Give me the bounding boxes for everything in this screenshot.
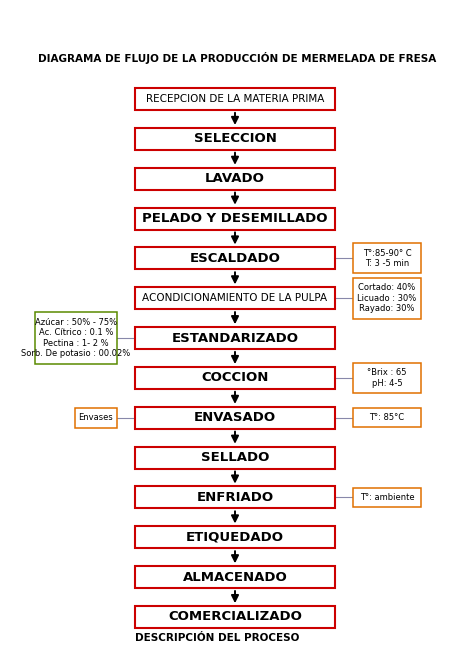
FancyBboxPatch shape — [135, 407, 335, 429]
Text: ACONDICIONAMIENTO DE LA PULPA: ACONDICIONAMIENTO DE LA PULPA — [143, 293, 328, 304]
FancyBboxPatch shape — [135, 128, 335, 150]
FancyBboxPatch shape — [135, 566, 335, 588]
Text: SELECCION: SELECCION — [193, 133, 276, 145]
FancyBboxPatch shape — [135, 447, 335, 468]
Text: Envases: Envases — [79, 413, 113, 422]
FancyBboxPatch shape — [35, 312, 117, 364]
FancyBboxPatch shape — [353, 408, 421, 427]
FancyBboxPatch shape — [135, 527, 335, 548]
FancyBboxPatch shape — [353, 488, 421, 507]
Text: ESCALDADO: ESCALDADO — [190, 252, 281, 265]
Text: ENFRIADO: ENFRIADO — [196, 491, 273, 504]
FancyBboxPatch shape — [135, 287, 335, 310]
FancyBboxPatch shape — [135, 88, 335, 110]
FancyBboxPatch shape — [353, 243, 421, 273]
FancyBboxPatch shape — [135, 327, 335, 349]
Text: DESCRIPCIÓN DEL PROCESO: DESCRIPCIÓN DEL PROCESO — [135, 633, 300, 643]
FancyBboxPatch shape — [135, 486, 335, 509]
FancyBboxPatch shape — [75, 408, 117, 427]
FancyBboxPatch shape — [135, 168, 335, 190]
Text: COCCION: COCCION — [201, 371, 269, 385]
Text: DIAGRAMA DE FLUJO DE LA PRODUCCIÓN DE MERMELADA DE FRESA: DIAGRAMA DE FLUJO DE LA PRODUCCIÓN DE ME… — [38, 52, 436, 64]
Text: Cortado: 40%
Licuado : 30%
Rayado: 30%: Cortado: 40% Licuado : 30% Rayado: 30% — [357, 283, 417, 313]
Text: T°:85-90° C
T: 3 -5 min: T°:85-90° C T: 3 -5 min — [363, 249, 411, 268]
Text: T°: 85°C: T°: 85°C — [369, 413, 405, 422]
Text: ENVASADO: ENVASADO — [194, 411, 276, 424]
Text: COMERCIALIZADO: COMERCIALIZADO — [168, 610, 302, 624]
Text: ETIQUEDADO: ETIQUEDADO — [186, 531, 284, 544]
Text: Azúcar : 50% - 75%
Ac. Cítrico : 0.1 %
Pectina : 1- 2 %
Sorb. De potasio : 00.02: Azúcar : 50% - 75% Ac. Cítrico : 0.1 % P… — [21, 318, 131, 358]
Text: T°: ambiente: T°: ambiente — [360, 493, 414, 502]
Text: ALMACENADO: ALMACENADO — [182, 571, 287, 584]
FancyBboxPatch shape — [135, 208, 335, 230]
FancyBboxPatch shape — [353, 278, 421, 319]
FancyBboxPatch shape — [135, 247, 335, 269]
Text: RECEPCION DE LA MATERIA PRIMA: RECEPCION DE LA MATERIA PRIMA — [146, 94, 324, 104]
FancyBboxPatch shape — [135, 606, 335, 628]
Text: LAVADO: LAVADO — [205, 172, 265, 185]
FancyBboxPatch shape — [135, 367, 335, 389]
Text: SELLADO: SELLADO — [201, 451, 269, 464]
FancyBboxPatch shape — [353, 363, 421, 393]
Text: ESTANDARIZADO: ESTANDARIZADO — [172, 332, 299, 344]
Text: °Brix : 65
pH: 4-5: °Brix : 65 pH: 4-5 — [367, 369, 407, 388]
Text: PELADO Y DESEMILLADO: PELADO Y DESEMILLADO — [142, 212, 328, 225]
